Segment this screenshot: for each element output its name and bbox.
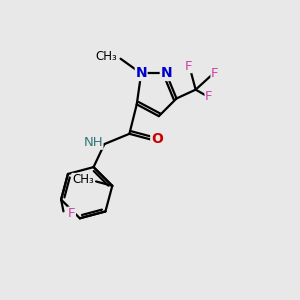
Text: F: F xyxy=(205,91,213,103)
Text: O: O xyxy=(151,132,163,146)
Text: CH₃: CH₃ xyxy=(96,50,118,63)
Text: CH₃: CH₃ xyxy=(72,173,94,186)
Text: F: F xyxy=(68,207,75,220)
Text: F: F xyxy=(184,60,192,73)
Text: N: N xyxy=(160,66,172,80)
Text: N: N xyxy=(135,66,147,80)
Text: F: F xyxy=(211,67,218,80)
Text: NH: NH xyxy=(83,136,103,149)
